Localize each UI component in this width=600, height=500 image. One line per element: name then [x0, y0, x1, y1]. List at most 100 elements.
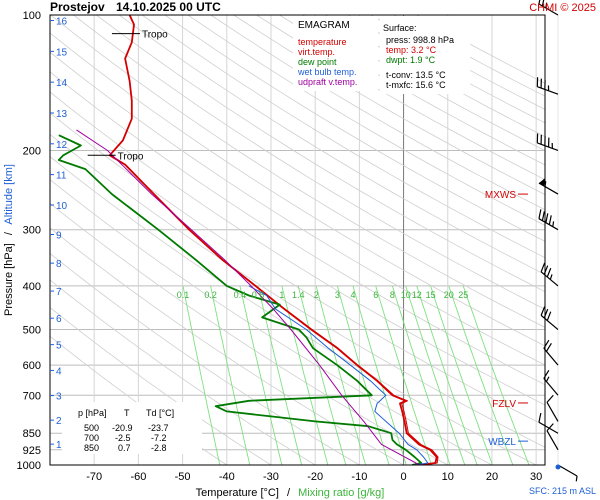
barb-full [541, 211, 545, 221]
wind-barb [536, 77, 559, 95]
updraft-vtemp-line [76, 129, 420, 465]
wet-bulb-line [248, 285, 429, 465]
barb-full [536, 77, 539, 87]
altitude-tick-label: 10 [56, 201, 68, 212]
dry-adiabat [50, 91, 545, 406]
wind-barb [538, 0, 559, 16]
barb-full [546, 311, 552, 321]
barb-staff [546, 430, 559, 451]
barb-staff [538, 421, 559, 434]
dry-adiabat [50, 227, 404, 465]
mixing-ratio-label: 3 [335, 290, 340, 300]
dry-adiabat [50, 32, 545, 347]
temperature-tick-label: -50 [175, 471, 191, 483]
table-row-t: 0.7 [118, 443, 131, 453]
barb-full [543, 370, 550, 379]
surface-tmxfc: t-mxfc: 15.6 °C [386, 80, 446, 90]
altitude-tick-label: 15 [56, 47, 68, 58]
mixing-ratio-line [405, 285, 466, 465]
mixing-ratio-label: 12 [412, 290, 422, 300]
pressure-tick-label: 600 [23, 360, 41, 372]
barb-full [546, 423, 554, 432]
barb-full [544, 136, 546, 146]
dry-adiabat [73, 15, 545, 310]
temperature-tick-label: -70 [86, 471, 102, 483]
dry-adiabat [50, 306, 272, 465]
barb-full [536, 133, 539, 143]
wind-barb [538, 177, 559, 195]
barb-half [551, 143, 553, 149]
barb-half [575, 475, 578, 482]
legend-title: EMAGRAM [298, 20, 350, 31]
grid-layer [50, 15, 545, 465]
wind-barb [540, 306, 559, 330]
virtual-temperature-line [109, 154, 439, 465]
table-row-td: -2.8 [151, 443, 167, 453]
axis-separator: / [287, 487, 291, 499]
barb-half [549, 274, 553, 280]
surface-info: Surface: press: 998.8 hPa temp: 3.2 °C d… [380, 16, 470, 94]
temperature-tick-label: -40 [219, 471, 235, 483]
barb-full [543, 308, 549, 319]
temperature-tick-label: 30 [530, 471, 542, 483]
pressure-tick-label: 1000 [17, 460, 41, 472]
levels-table: p [hPa] T Td [°C] 500 -20.9 -23.7 700 -2… [62, 402, 202, 454]
table-header-t: T [124, 408, 130, 418]
altitude-tick-label: 6 [56, 314, 62, 325]
wind-barb [557, 464, 578, 482]
wind-barb [538, 209, 559, 231]
dry-adiabat [50, 179, 493, 465]
level-markers: Tropo Tropo MXWS FZLV WBZL [87, 30, 528, 448]
altitude-tick-label: 12 [56, 140, 68, 151]
barb-staff [546, 402, 559, 422]
pressure-tick-label: 925 [23, 445, 41, 457]
mixing-ratio-label: 10 [401, 290, 411, 300]
wind-barb [543, 370, 559, 396]
barb-full [546, 394, 554, 403]
level-marker-label: WBZL [488, 437, 516, 448]
dry-adiabat [50, 279, 316, 465]
mixing-ratio-line [315, 285, 367, 465]
legend: EMAGRAM temperature virt.temp. dew point… [293, 16, 378, 91]
station-name: Prostejov [50, 0, 105, 14]
surface-pressure: press: 998.8 hPa [386, 35, 454, 45]
dry-adiabat [210, 15, 545, 211]
altitude-tick-label: 2 [56, 416, 62, 427]
wind-barb [540, 262, 559, 287]
mixing-ratio-label: 1.4 [292, 290, 305, 300]
mixing-ratio-line [239, 285, 283, 465]
svg-text:Pressure [hPa] / A: Pressure [hPa] / Altitude [km] [3, 164, 15, 316]
barb-full [546, 267, 552, 278]
dry-adiabat [141, 15, 545, 259]
barb-half [547, 85, 550, 91]
dry-adiabat [50, 156, 537, 465]
table-header-td: Td [°C] [146, 408, 174, 418]
altitude-tick-label: 1 [56, 440, 62, 451]
mixing-ratio-label: 1 [279, 290, 284, 300]
table-row-t: -2.5 [115, 433, 131, 443]
altitude-tick-label: 11 [56, 171, 67, 182]
mixing-ratio-line [391, 285, 451, 465]
table-header-p: p [hPa] [78, 408, 107, 418]
table-row-p: 500 [84, 423, 99, 433]
wind-barb [536, 133, 559, 152]
barb-half [545, 376, 550, 382]
temperature-tick-label: -30 [263, 471, 279, 483]
altitude-tick-label: 7 [56, 287, 62, 298]
barb-full [538, 209, 542, 219]
legend-item-wet-bulb: wet bulb temp. [297, 67, 357, 77]
mixing-ratio-label: 4 [350, 290, 355, 300]
barb-full [544, 79, 546, 90]
mixing-ratio-labels: 0.1 0.2 0.4 0.6 1 1.4 2 3 4 6 8 10 12 15 20 25 [177, 290, 468, 300]
sfc-label: SFC: 215 m ASL [529, 486, 596, 496]
altitude-axis-label: Altitude [km] [3, 164, 15, 225]
table-row-td: -7.2 [151, 433, 167, 443]
mixing-ratio-line [210, 285, 251, 465]
dry-adiabat [50, 51, 545, 366]
mixing-ratio-label: 25 [458, 290, 468, 300]
mixing-ratio-line [448, 285, 514, 465]
barb-staff [557, 464, 578, 477]
y-axis-title: Pressure [hPa] / Altitude [km] [3, 164, 15, 316]
